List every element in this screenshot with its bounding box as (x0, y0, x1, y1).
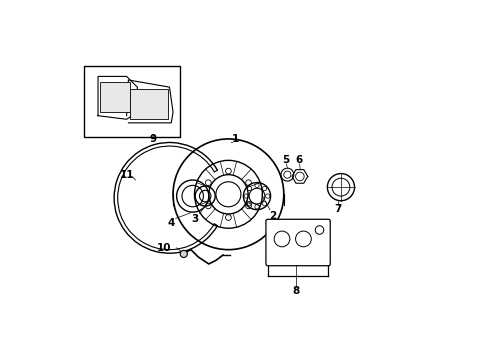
Text: 11: 11 (119, 170, 134, 180)
Text: 8: 8 (292, 286, 299, 296)
Circle shape (180, 250, 187, 257)
Text: 9: 9 (149, 134, 157, 144)
Bar (100, 82, 130, 112)
Bar (83, 66, 180, 137)
Text: 1: 1 (231, 134, 239, 144)
Text: 7: 7 (334, 203, 341, 213)
Text: 6: 6 (295, 156, 302, 165)
Text: 10: 10 (157, 243, 171, 253)
Text: 5: 5 (282, 156, 288, 165)
Text: 3: 3 (190, 214, 198, 224)
FancyBboxPatch shape (265, 219, 329, 266)
Text: 4: 4 (167, 218, 175, 228)
Text: 2: 2 (269, 211, 276, 221)
Bar (130, 89, 167, 119)
